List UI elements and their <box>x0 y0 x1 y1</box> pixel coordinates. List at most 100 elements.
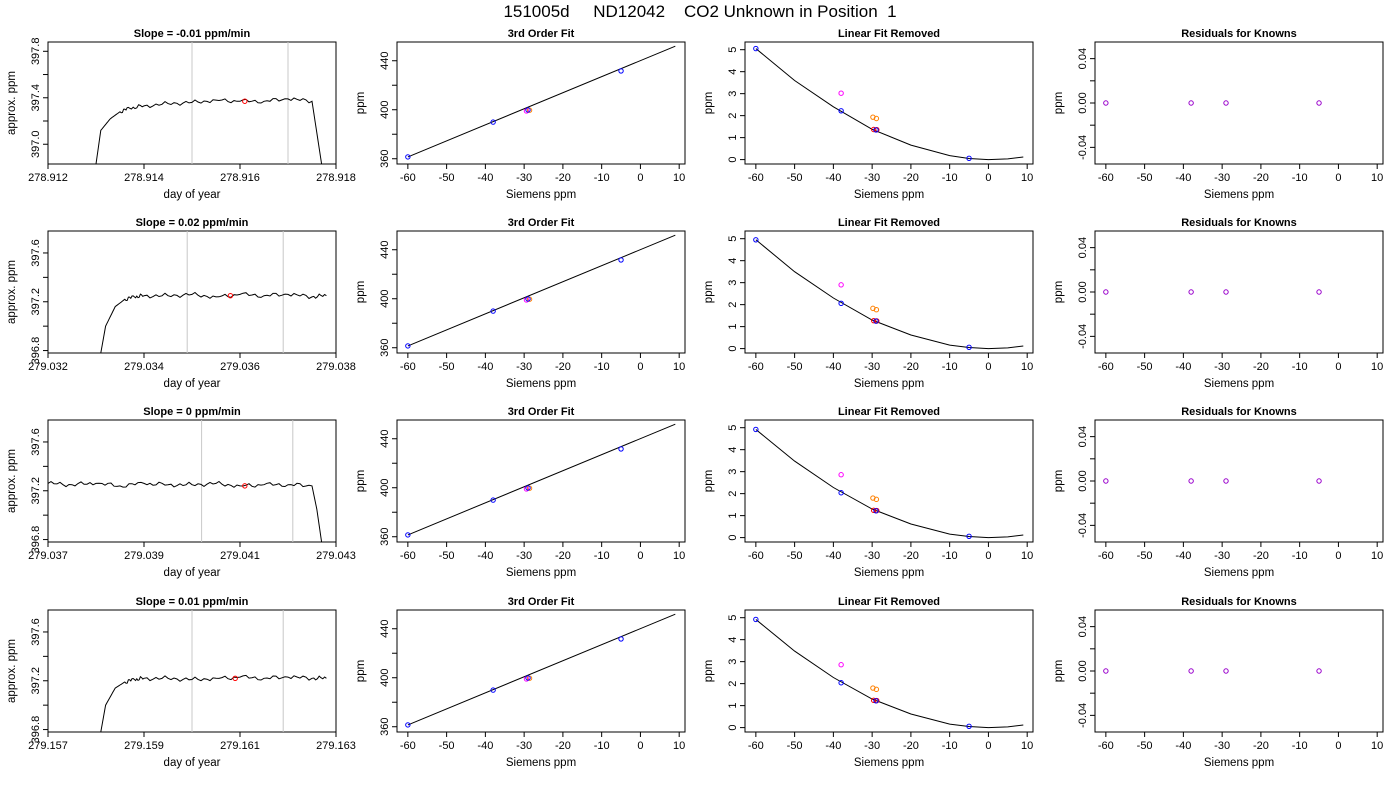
known-point <box>1316 289 1322 295</box>
known-point <box>873 127 879 133</box>
known-point <box>405 532 411 538</box>
known-point <box>405 722 411 728</box>
panel-title: Slope = -0.01 ppm/min <box>134 28 251 40</box>
y-axis-label: ppm <box>703 660 715 682</box>
y-tick-label: 397.4 <box>30 84 42 112</box>
unknown-point <box>873 496 880 503</box>
x-axis-label: Siemens ppm <box>506 378 576 390</box>
x-tick-label: 10 <box>1021 361 1033 373</box>
panel-title: Residuals for Knowns <box>1181 28 1297 40</box>
known-point <box>1316 100 1322 106</box>
y-tick-label: 5 <box>727 425 739 431</box>
x-tick-label: -60 <box>1098 361 1114 373</box>
y-tick-label: 0.00 <box>1077 92 1089 113</box>
plot-frame <box>744 41 1034 165</box>
x-tick-label: 10 <box>1021 550 1033 562</box>
panel-residual-curve-3: Linear Fit Removed Siemens ppm ppm -60 -50 -4… <box>703 406 1034 579</box>
plot-frame <box>744 230 1034 354</box>
y-tick-label: 0 <box>727 346 739 352</box>
x-tick-label: -50 <box>439 172 455 184</box>
known-point <box>1103 478 1109 484</box>
x-tick-label: -30 <box>516 740 532 752</box>
plot-frame <box>396 230 686 354</box>
panel-fit-2: 3rd Order Fit Siemens ppm ppm -60 -50 -40 -30 -… <box>355 217 686 390</box>
panel-residual-curve-2: Linear Fit Removed Siemens ppm ppm -60 -50 -4… <box>703 217 1034 390</box>
y-axis-label: approx. ppm <box>6 449 18 513</box>
x-tick-label: 279.161 <box>220 740 260 752</box>
x-tick-label: 0 <box>637 361 643 373</box>
red-point <box>870 317 877 324</box>
x-tick-label: -40 <box>477 172 493 184</box>
y-tick-label: 400 <box>379 290 391 308</box>
panel-knowns-4: Residuals for Knowns Siemens ppm ppm -60 -50… <box>1053 596 1384 769</box>
x-tick-label: 0 <box>1335 172 1341 184</box>
plot-frame <box>396 609 686 733</box>
panel-fit-1: 3rd Order Fit Siemens ppm ppm -60 -50 -40 -30 -… <box>355 28 686 201</box>
unknown-point <box>838 90 844 96</box>
x-axis-label: day of year <box>164 189 221 201</box>
panel-timeseries-1: Slope = -0.01 ppm/min day of year approx. … <box>6 28 356 201</box>
unknown-point <box>838 282 844 288</box>
panel-fit-3: 3rd Order Fit Siemens ppm ppm -60 -50 -40 -30 -… <box>355 406 686 579</box>
x-tick-label: 0 <box>637 172 643 184</box>
known-point <box>966 155 972 161</box>
x-tick-label: -10 <box>942 172 958 184</box>
plot-area <box>753 426 1024 539</box>
known-point <box>873 508 879 514</box>
y-tick-label: 400 <box>379 479 391 497</box>
plot-area <box>753 45 1024 161</box>
unknown-point <box>873 686 880 693</box>
known-point <box>405 154 411 160</box>
y-tick-label: 1 <box>727 513 739 519</box>
x-tick-label: 0 <box>1335 550 1341 562</box>
y-axis-label: approx. ppm <box>6 639 18 703</box>
x-tick-label: -20 <box>903 172 919 184</box>
known-point <box>1188 668 1194 674</box>
y-tick-label: 4 <box>727 69 739 75</box>
known-point <box>966 533 972 539</box>
plot-area <box>100 231 327 353</box>
y-tick-label: 5 <box>727 615 739 621</box>
x-tick-label: -50 <box>787 550 803 562</box>
y-tick-label: 397.8 <box>30 38 42 66</box>
x-tick-label: 279.043 <box>316 550 356 562</box>
x-tick-label: -10 <box>594 172 610 184</box>
y-tick-label: 0 <box>727 725 739 731</box>
red-point <box>870 697 877 704</box>
x-tick-label: 10 <box>673 361 685 373</box>
x-tick-label: 279.036 <box>220 361 260 373</box>
x-tick-label: -40 <box>825 740 841 752</box>
y-tick-label: 2 <box>727 491 739 497</box>
y-axis-label: ppm <box>703 92 715 114</box>
x-tick-label: -60 <box>748 361 764 373</box>
known-point <box>753 45 759 52</box>
known-point <box>1188 100 1194 106</box>
y-tick-label: 0.04 <box>1077 48 1089 69</box>
known-point <box>490 119 496 125</box>
y-tick-label: 0.04 <box>1077 616 1089 637</box>
known-point <box>1316 478 1322 484</box>
plot-area <box>405 234 676 349</box>
x-tick-label: -20 <box>903 361 919 373</box>
known-point <box>405 343 411 349</box>
y-tick-label: 4 <box>727 637 739 643</box>
y-tick-label: 1 <box>727 324 739 330</box>
marker-point <box>232 675 238 682</box>
y-tick-label: -0.04 <box>1077 135 1089 160</box>
x-tick-label: -60 <box>1098 740 1114 752</box>
x-tick-label: -20 <box>1253 172 1269 184</box>
x-tick-label: -60 <box>748 550 764 562</box>
plot-frame <box>47 419 337 543</box>
known-point <box>525 675 531 681</box>
known-point <box>1223 478 1229 484</box>
plot-frame <box>1094 419 1384 543</box>
plot-area <box>48 420 323 542</box>
x-tick-label: -30 <box>516 361 532 373</box>
known-point <box>966 723 972 729</box>
x-tick-label: -30 <box>864 361 880 373</box>
x-tick-label: -20 <box>1253 550 1269 562</box>
series-line <box>100 291 327 353</box>
y-tick-label: 400 <box>379 669 391 687</box>
fit-curve <box>755 48 1024 161</box>
y-axis-label: ppm <box>1053 660 1065 682</box>
